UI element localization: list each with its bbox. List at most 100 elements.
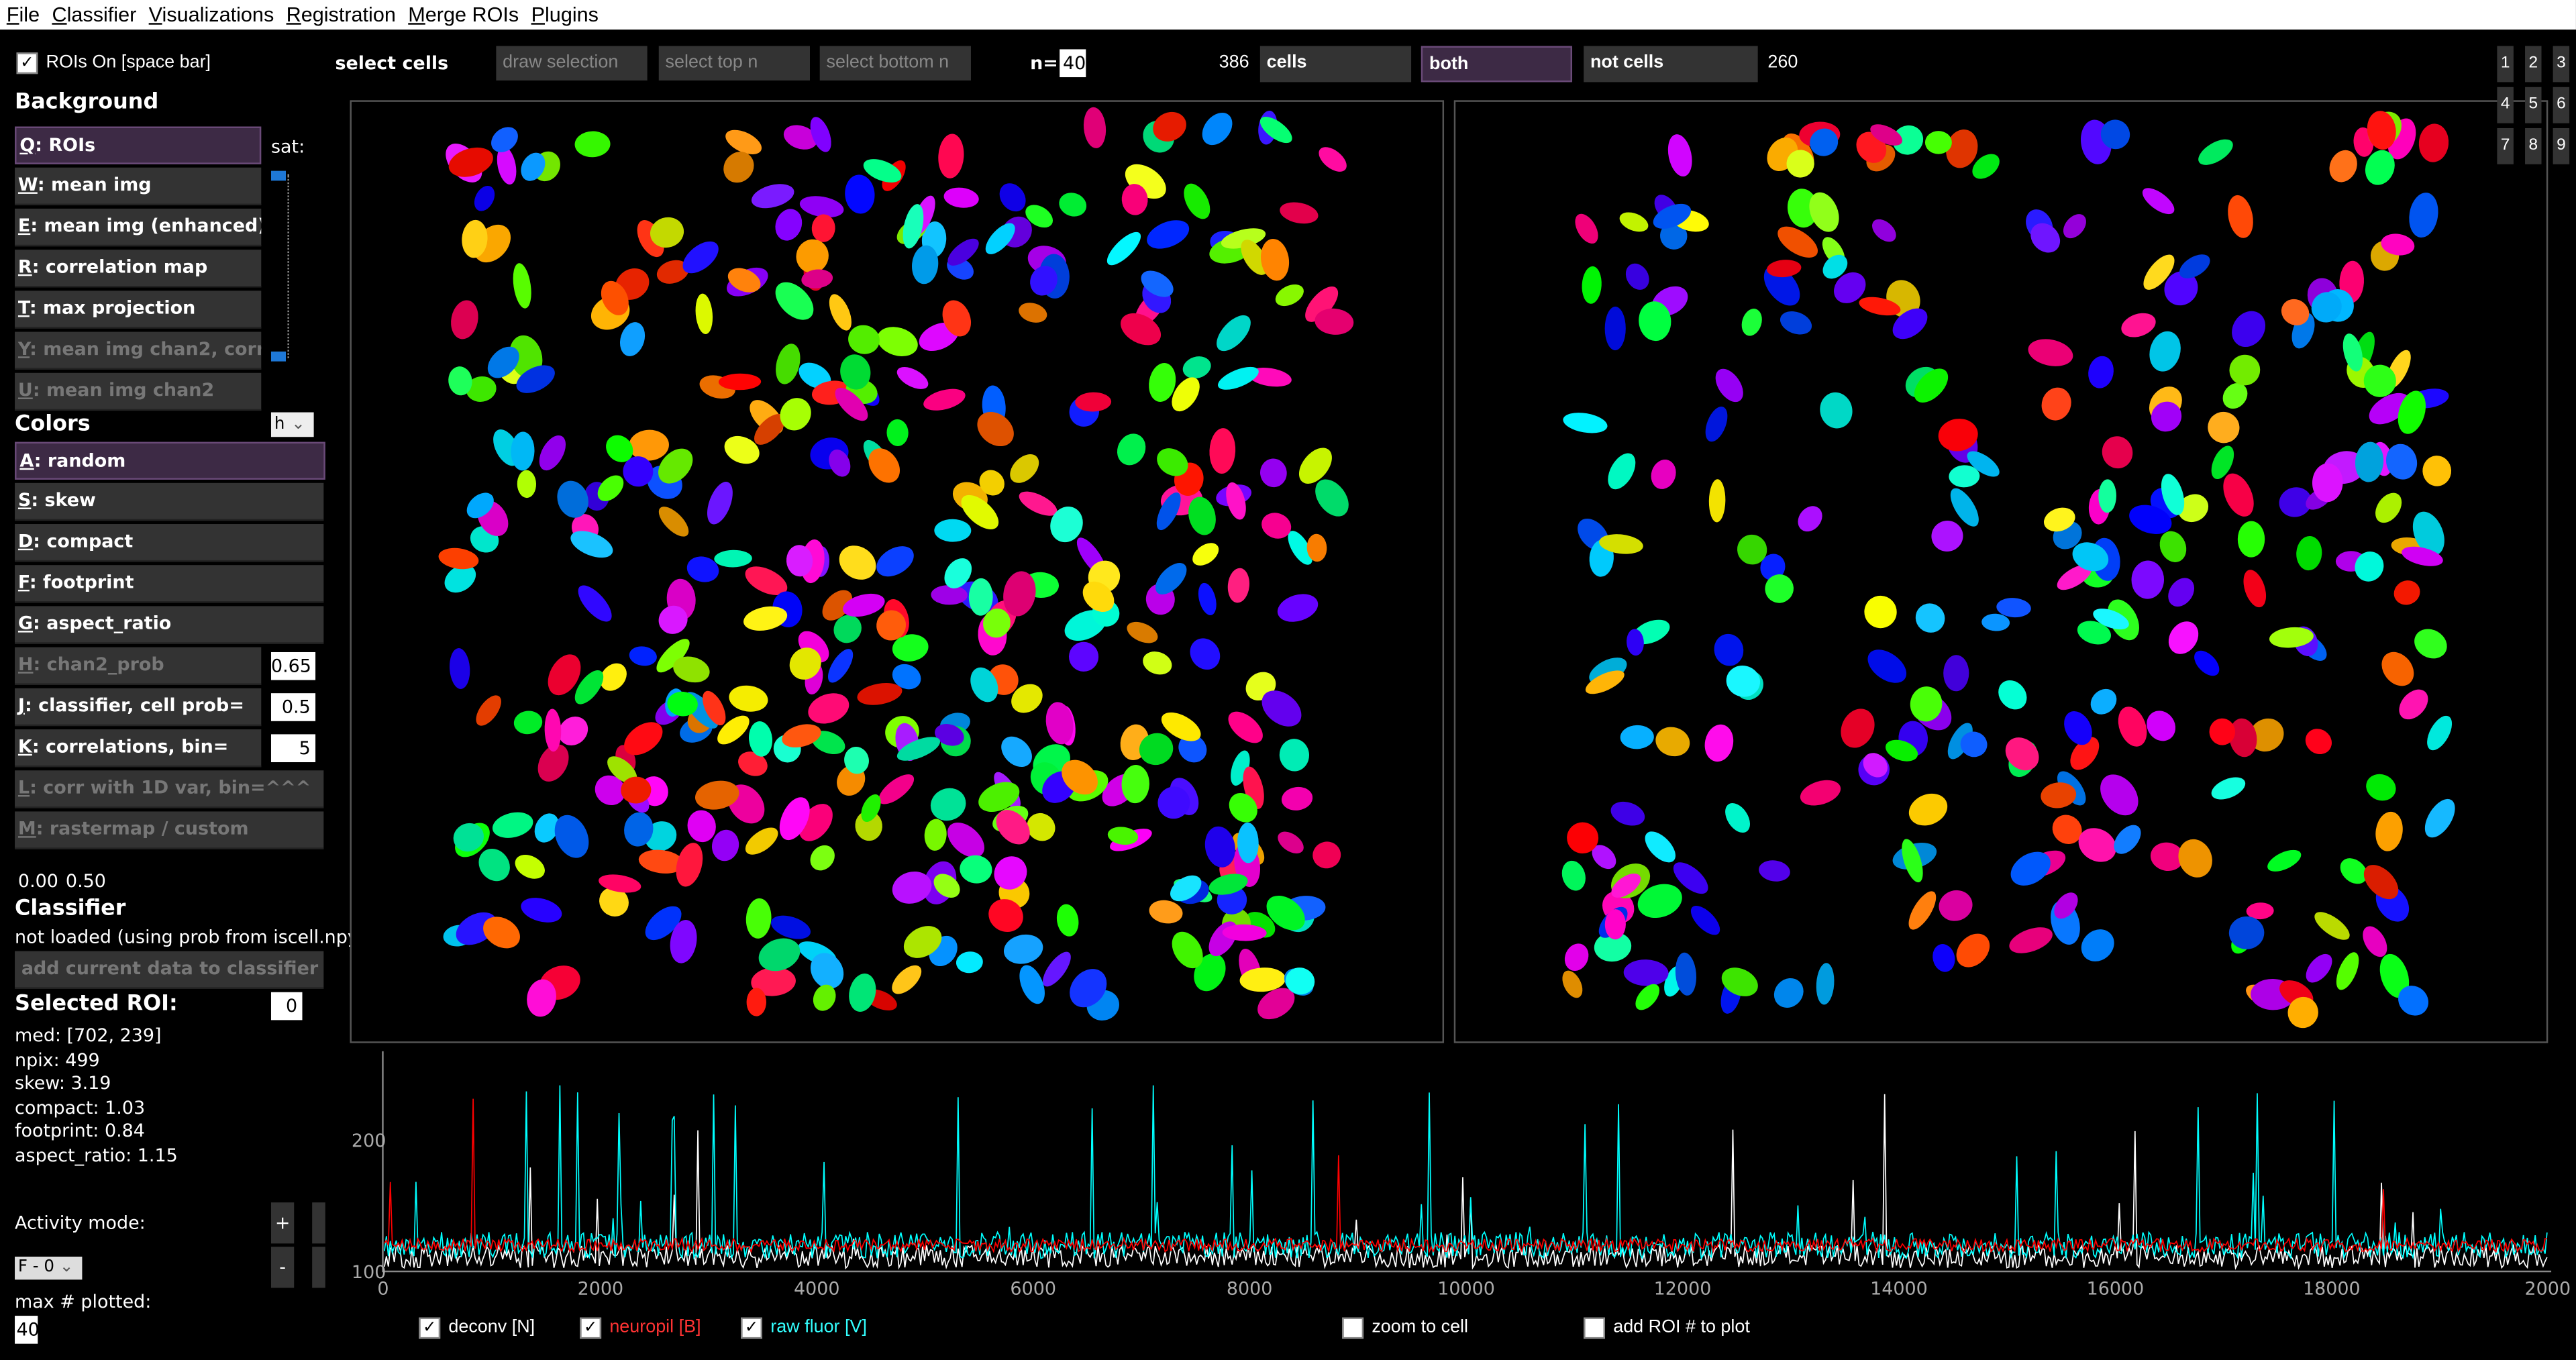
roi-mask <box>848 325 880 354</box>
roi-mask <box>2151 401 2182 432</box>
roi-mask <box>892 634 929 662</box>
shortcut-key: L <box>17 777 30 798</box>
roi-mask <box>2147 711 2176 741</box>
roi-mask <box>1217 315 1251 352</box>
deconv-checkbox[interactable]: ✓ <box>419 1317 441 1339</box>
panel-grid-button-1[interactable]: 1 <box>2497 46 2514 83</box>
roi-mask <box>1188 496 1216 535</box>
menu-visualizations[interactable]: Visualizations <box>148 3 274 27</box>
menu-plugins[interactable]: Plugins <box>531 3 599 27</box>
trace-plot[interactable]: 200 100 0 2000 4000 6000 8000 10000 12000 14000… <box>350 1048 2571 1311</box>
roi-mask <box>599 887 629 917</box>
roi-mask <box>1651 459 1676 489</box>
scroll-up-button[interactable] <box>312 1202 325 1244</box>
draw-selection-button[interactable]: draw selection <box>496 46 648 81</box>
roi-mask <box>811 214 835 242</box>
colors-value-input-h[interactable]: 0.65 <box>270 651 316 680</box>
roi-mask <box>835 387 868 421</box>
selected-roi-title: Selected ROI: <box>15 992 178 1017</box>
background-button-y[interactable]: Y: mean img chan2, corr <box>15 331 262 370</box>
menu-classifier[interactable]: Classifier <box>52 3 137 27</box>
rois-on-label: ROIs On [space bar] <box>46 52 211 72</box>
panel-grid-button-2[interactable]: 2 <box>2525 46 2542 83</box>
roi-mask <box>1019 965 1045 1004</box>
colors-button-d[interactable]: D: compact <box>15 524 324 562</box>
background-button-r[interactable]: R: correlation map <box>15 250 262 288</box>
saturation-max-handle[interactable] <box>270 351 287 362</box>
colors-button-g[interactable]: G: aspect_ratio <box>15 606 324 644</box>
zoom-checkbox[interactable] <box>1342 1317 1364 1339</box>
roi-mask <box>448 147 493 177</box>
roi-mask <box>829 450 851 477</box>
roi-mask <box>845 174 875 214</box>
roi-mask <box>570 531 613 558</box>
selected-roi-input[interactable]: 0 <box>270 992 303 1021</box>
roi-mask <box>2342 333 2363 372</box>
neuropil-checkbox[interactable]: ✓ <box>580 1317 602 1339</box>
panel-grid-button-9[interactable]: 9 <box>2553 127 2570 164</box>
select-top-n-button[interactable]: select top n <box>658 46 811 81</box>
activity-mode-select[interactable]: F - 0 ⌄ <box>15 1256 83 1280</box>
select-bottom-n-button[interactable]: select bottom n <box>819 46 971 81</box>
colors-button-k[interactable]: K: correlations, bin= <box>15 729 262 768</box>
roi-mask <box>2081 929 2114 961</box>
colors-value-input-j[interactable]: 0.5 <box>270 693 316 721</box>
saturation-slider-track[interactable] <box>287 174 291 358</box>
panel-grid-button-7[interactable]: 7 <box>2497 127 2514 164</box>
background-button-t[interactable]: T: max projection <box>15 291 262 329</box>
roi-mask <box>749 721 773 757</box>
colors-button-s[interactable]: S: skew <box>15 482 324 521</box>
colors-value-input-k[interactable]: 5 <box>270 734 316 763</box>
zoom-out-button[interactable]: - <box>270 1247 295 1288</box>
saturation-min-handle[interactable] <box>270 170 287 181</box>
background-button-q[interactable]: Q: ROIs <box>15 126 262 164</box>
n-input[interactable]: 40 <box>1060 49 1086 78</box>
panel-grid-button-8[interactable]: 8 <box>2525 127 2542 164</box>
roi-mask <box>1139 733 1174 766</box>
rois-on-checkbox[interactable]: ✓ <box>16 52 38 74</box>
add-roi-checkbox[interactable] <box>1584 1317 1605 1339</box>
colors-button-h[interactable]: H: chan2_prob <box>15 647 262 685</box>
panel-grid-button-6[interactable]: 6 <box>2553 87 2570 123</box>
panel-grid-button-5[interactable]: 5 <box>2525 87 2542 123</box>
colors-button-l[interactable]: L: corr with 1D var, bin=^^^ <box>15 770 324 808</box>
roi-mask <box>1575 213 1598 244</box>
menu-merge-rois[interactable]: Merge ROIs <box>408 3 519 27</box>
roi-mask <box>645 906 682 941</box>
roi-mask <box>1708 479 1726 523</box>
colors-button-j[interactable]: J: classifier, cell prob= <box>15 688 262 727</box>
cells-view-button[interactable]: cells <box>1259 46 1412 83</box>
colors-button-f[interactable]: F: footprint <box>15 565 324 603</box>
scroll-down-button[interactable] <box>312 1247 325 1288</box>
menu-registration[interactable]: Registration <box>286 3 396 27</box>
colors-button-a[interactable]: A: random <box>15 441 325 480</box>
background-button-e[interactable]: E: mean img (enhanced) <box>15 208 262 247</box>
menu-file[interactable]: File <box>6 3 40 27</box>
raw-checkbox[interactable]: ✓ <box>741 1317 763 1339</box>
shortcut-key: R <box>17 256 32 278</box>
panel-grid-button-4[interactable]: 4 <box>2497 87 2514 123</box>
background-button-u[interactable]: U: mean img chan2 <box>15 372 262 411</box>
background-button-w[interactable]: W: mean img <box>15 167 262 206</box>
max-plotted-input[interactable]: 40 <box>15 1316 40 1344</box>
panel-grid-button-3[interactable]: 3 <box>2553 46 2570 83</box>
both-view-button[interactable]: both <box>1421 46 1573 83</box>
roi-mask <box>574 131 611 158</box>
roi-mask <box>658 605 688 634</box>
button-label: : compact <box>33 530 134 552</box>
roi-mask <box>2228 916 2265 949</box>
roi-mask <box>2229 718 2257 757</box>
roi-mask <box>1010 454 1039 483</box>
add-to-classifier-button[interactable]: add current data to classifier <box>15 951 324 989</box>
roi-mask <box>2279 487 2312 517</box>
roi-image-cells[interactable] <box>350 100 1445 1043</box>
shortcut-key: M <box>17 818 36 840</box>
colors-button-m[interactable]: M: rastermap / custom <box>15 811 324 849</box>
colormap-select[interactable]: h ⌄ <box>270 412 314 437</box>
roi-mask <box>2355 441 2384 482</box>
roi-image-not-cells[interactable] <box>1453 100 2548 1043</box>
roi-mask <box>2246 902 2274 920</box>
roi-mask <box>1863 753 1888 778</box>
zoom-in-button[interactable]: + <box>270 1202 295 1244</box>
not-cells-view-button[interactable]: not cells <box>1584 46 1758 83</box>
